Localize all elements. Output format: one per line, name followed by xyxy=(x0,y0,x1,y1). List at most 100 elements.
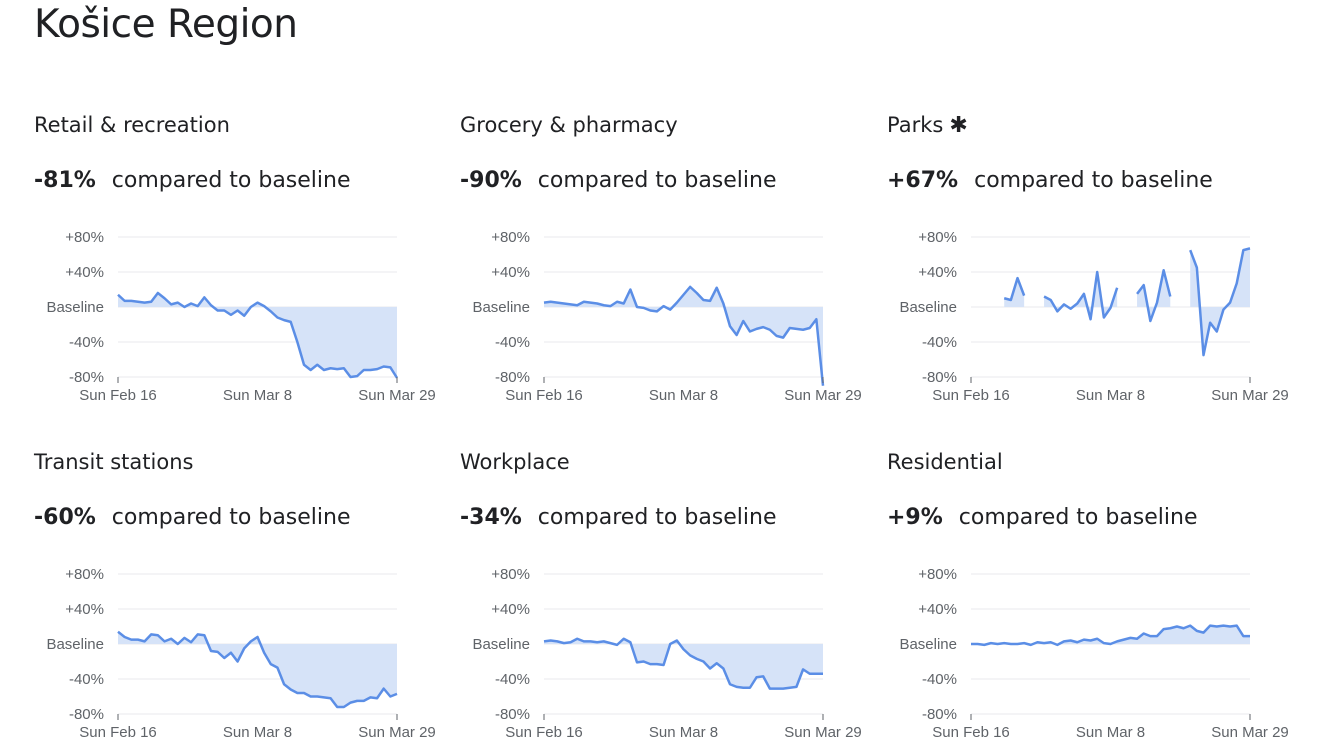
y-tick-label: Baseline xyxy=(899,636,957,653)
x-tick-label: Sun Feb 16 xyxy=(505,724,583,741)
summary-percent: +67% xyxy=(887,168,959,193)
summary-percent: -60% xyxy=(34,505,96,530)
panel-residential: Residential +9% compared to baseline +80%… xyxy=(887,450,1317,750)
panel-title: Retail & recreation xyxy=(34,113,230,137)
y-tick-label: +80% xyxy=(918,229,957,246)
x-tick-label: Sun Feb 16 xyxy=(79,387,157,404)
panel-grocery-pharmacy: Grocery & pharmacy -90% compared to basel… xyxy=(460,113,890,413)
x-tick-label: Sun Mar 8 xyxy=(649,387,718,404)
y-tick-label: +40% xyxy=(65,264,104,281)
y-tick-label: +40% xyxy=(918,264,957,281)
x-tick-label: Sun Mar 29 xyxy=(358,724,436,741)
y-tick-label: +80% xyxy=(65,229,104,246)
summary: -90% compared to baseline xyxy=(460,168,777,193)
y-tick-label: +40% xyxy=(491,264,530,281)
y-tick-label: -80% xyxy=(69,706,104,723)
y-tick-label: -40% xyxy=(495,334,530,351)
y-tick-label: -40% xyxy=(495,671,530,688)
y-tick-label: Baseline xyxy=(46,636,104,653)
panel-title: Residential xyxy=(887,450,1003,474)
y-tick-label: Baseline xyxy=(899,299,957,316)
panel-transit-stations: Transit stations -60% compared to baselin… xyxy=(34,450,464,750)
x-tick-label: Sun Feb 16 xyxy=(79,724,157,741)
y-tick-label: -40% xyxy=(69,334,104,351)
summary-text: compared to baseline xyxy=(111,168,351,193)
chart-retail-recreation: +80% +40% Baseline -40% -80%Sun Feb 16 Sun Ma… xyxy=(46,229,436,404)
asterisk-icon: ✱ xyxy=(949,113,968,138)
x-tick-label: Sun Mar 8 xyxy=(223,724,292,741)
chart-transit-stations: +80% +40% Baseline -40% -80%Sun Feb 16 Sun Ma… xyxy=(46,566,436,741)
y-tick-label: -80% xyxy=(922,369,957,386)
area-fill xyxy=(118,293,397,378)
y-tick-label: +80% xyxy=(491,566,530,583)
summary-percent: +9% xyxy=(887,505,943,530)
y-tick-label: -40% xyxy=(922,671,957,688)
summary-text: compared to baseline xyxy=(958,505,1198,530)
series-line xyxy=(117,291,399,379)
x-tick-label: Sun Mar 29 xyxy=(784,724,862,741)
summary-text: compared to baseline xyxy=(974,168,1213,193)
panel-parks: Parks ✱ +67% compared to baseline +80% +40%… xyxy=(887,113,1317,413)
y-tick-label: +80% xyxy=(65,566,104,583)
y-tick-label: +80% xyxy=(918,566,957,583)
y-tick-label: Baseline xyxy=(472,299,530,316)
panel-workplace: Workplace -34% compared to baseline +80% +… xyxy=(460,450,890,750)
summary-percent: -90% xyxy=(460,168,522,193)
panel-title: Grocery & pharmacy xyxy=(460,113,678,137)
chart-workplace: +80% +40% Baseline -40% -80%Sun Feb 16 Sun Ma… xyxy=(472,566,862,741)
y-tick-label: -80% xyxy=(495,706,530,723)
series-line xyxy=(543,637,823,690)
x-tick-label: Sun Mar 29 xyxy=(784,387,862,404)
x-tick-label: Sun Mar 8 xyxy=(223,387,292,404)
series-line xyxy=(1003,276,1026,302)
series-line xyxy=(1043,270,1119,321)
summary: -34% compared to baseline xyxy=(460,505,777,530)
panel-title: Parks ✱ xyxy=(887,113,968,138)
x-tick-label: Sun Mar 29 xyxy=(1211,724,1289,741)
area-fill xyxy=(544,286,823,386)
x-tick-label: Sun Mar 8 xyxy=(1076,387,1145,404)
x-tick-label: Sun Mar 29 xyxy=(358,387,436,404)
y-tick-label: Baseline xyxy=(472,636,530,653)
panel-title: Workplace xyxy=(460,450,570,474)
panel-retail-recreation: Retail & recreation -81% compared to base… xyxy=(34,113,464,413)
area-fill xyxy=(971,625,1250,645)
series-line xyxy=(117,630,398,709)
x-tick-label: Sun Mar 8 xyxy=(1076,724,1145,741)
y-tick-label: -80% xyxy=(69,369,104,386)
summary-percent: -81% xyxy=(34,168,96,193)
y-tick-label: -40% xyxy=(69,671,104,688)
y-tick-label: +80% xyxy=(491,229,530,246)
area-fill xyxy=(544,638,823,689)
x-tick-label: Sun Feb 16 xyxy=(932,387,1010,404)
y-tick-label: -80% xyxy=(922,706,957,723)
series-line xyxy=(971,624,1250,647)
x-tick-label: Sun Feb 16 xyxy=(932,724,1010,741)
area-fill xyxy=(1190,248,1250,356)
y-tick-label: +40% xyxy=(491,601,530,618)
series-line xyxy=(1189,247,1251,357)
summary-text: compared to baseline xyxy=(111,505,351,530)
summary-text: compared to baseline xyxy=(537,168,777,193)
y-tick-label: -80% xyxy=(495,369,530,386)
chart-grocery-pharmacy: +80% +40% Baseline -40% -80%Sun Feb 16 Sun Ma… xyxy=(472,229,862,404)
summary: -81% compared to baseline xyxy=(34,168,351,193)
summary: +9% compared to baseline xyxy=(887,505,1198,530)
summary: -60% compared to baseline xyxy=(34,505,351,530)
x-tick-label: Sun Feb 16 xyxy=(505,387,583,404)
y-tick-label: -40% xyxy=(922,334,957,351)
y-tick-label: +40% xyxy=(918,601,957,618)
area-fill xyxy=(118,631,397,707)
x-tick-label: Sun Mar 29 xyxy=(1211,387,1289,404)
summary: +67% compared to baseline xyxy=(887,168,1213,193)
panel-title: Transit stations xyxy=(34,450,194,474)
y-tick-label: +40% xyxy=(65,601,104,618)
summary-percent: -34% xyxy=(460,505,522,530)
y-tick-label: Baseline xyxy=(46,299,104,316)
series-line xyxy=(543,285,825,386)
chart-parks: +80% +40% Baseline -40% -80%Sun Feb 16 Sun Ma… xyxy=(899,229,1289,404)
summary-text: compared to baseline xyxy=(537,505,777,530)
x-tick-label: Sun Mar 8 xyxy=(649,724,718,741)
page-title: Košice Region xyxy=(34,2,298,47)
chart-residential: +80% +40% Baseline -40% -80%Sun Feb 16 Sun Ma… xyxy=(899,566,1289,741)
